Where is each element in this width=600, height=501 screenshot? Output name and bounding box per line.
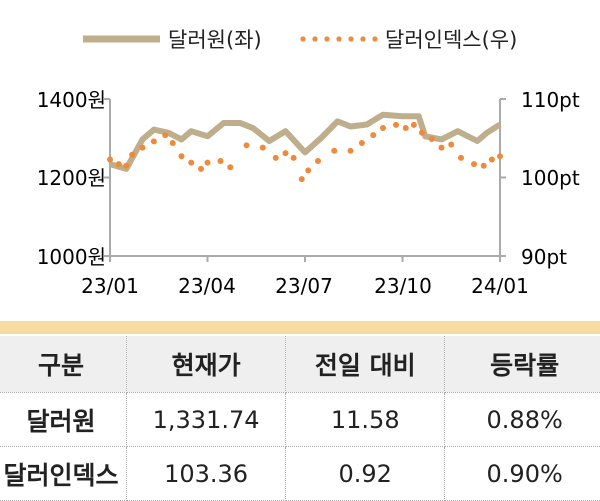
cell: 0.88%: [444, 392, 600, 447]
series-index-point: [198, 165, 204, 172]
series-index-point: [169, 139, 176, 146]
legend-dot: [348, 36, 354, 42]
legend-dot: [372, 36, 378, 42]
series-index-point: [282, 150, 289, 157]
series-index-point: [393, 121, 399, 128]
legend: 달러원(좌) 달러인덱스(우): [83, 28, 517, 52]
series-index-point: [290, 154, 297, 161]
cell: 0.90%: [444, 446, 600, 501]
cell: 103.36: [126, 446, 287, 501]
legend-dot: [312, 36, 318, 42]
series-index-point: [488, 156, 495, 163]
y-left-tick: 1400원: [37, 88, 106, 112]
series-index-point: [358, 139, 365, 146]
series-index-point: [107, 156, 113, 163]
series-index-point: [243, 142, 250, 149]
series-index-point: [331, 147, 338, 154]
series-index-point: [347, 147, 354, 154]
series-index-point: [129, 151, 136, 158]
series-index-point: [315, 158, 321, 165]
row-label: 달러원: [0, 392, 127, 447]
y-right-tick: 110pt: [521, 88, 580, 112]
series-won-line: [109, 111, 502, 172]
series-index-point: [115, 161, 122, 168]
row-label: 달러인덱스: [0, 446, 127, 501]
header-cell: 현재가: [126, 336, 287, 393]
legend-won-label: 달러원(좌): [168, 28, 262, 52]
y-right-tick: 90pt: [521, 245, 567, 269]
legend-index-swatch: [300, 36, 378, 42]
series-index-point: [139, 144, 146, 151]
x-tick: 23/01: [81, 274, 139, 298]
x-tick: 23/07: [275, 274, 333, 298]
series-index-point: [410, 121, 417, 128]
series-index-point: [272, 154, 279, 161]
y-right-tick: 100pt: [521, 166, 580, 190]
header-cell: 전일 대비: [285, 336, 446, 393]
series-index-point: [150, 138, 157, 145]
header-cell: 구분: [0, 336, 127, 393]
legend-index-label: 달러인덱스(우): [385, 28, 517, 52]
series-index-point: [402, 125, 409, 132]
cell: 11.58: [285, 392, 446, 447]
x-tick: 24/01: [471, 274, 529, 298]
header-cell: 등락률: [444, 336, 600, 393]
divider-band: [0, 321, 600, 334]
cell: 0.92: [285, 446, 446, 501]
legend-dot: [360, 36, 366, 42]
series-index-point: [123, 162, 130, 169]
series-index-point: [419, 129, 425, 136]
y-left-tick: 1000원: [37, 245, 106, 269]
table-row: 달러원 1,331.74 11.58 0.88%: [0, 392, 600, 447]
x-tick: 23/10: [374, 274, 432, 298]
y-left-tick: 1200원: [37, 166, 106, 190]
x-tick: 23/04: [178, 274, 236, 298]
legend-dot: [336, 36, 342, 42]
series-index-point: [428, 136, 435, 143]
fx-table: 구분 현재가 전일 대비 등락률 달러원 1,331.74 11.58 0.88…: [0, 336, 600, 501]
series-index-point: [162, 132, 169, 139]
series-index-point: [480, 162, 487, 169]
dollar-chart: 달러원(좌) 달러인덱스(우) 1400원 1200원 1000원 110pt …: [37, 28, 580, 298]
series-index-point: [458, 154, 464, 161]
series-index-point: [497, 153, 503, 160]
table-row: 달러인덱스 103.36 0.92 0.90%: [0, 446, 600, 501]
table-header: 구분 현재가 전일 대비 등락률: [0, 336, 600, 393]
series-index-point: [370, 132, 377, 139]
series-index-point: [178, 153, 185, 160]
series-index-point: [204, 159, 211, 166]
series-index-point: [217, 158, 224, 165]
legend-dot: [300, 36, 306, 42]
series-index-point: [305, 167, 312, 174]
series-index-point: [298, 176, 305, 183]
series-index-point: [188, 159, 195, 166]
series-index-point: [471, 161, 477, 168]
series-index-point: [448, 141, 455, 148]
legend-dot: [324, 36, 330, 42]
series-index-point: [380, 125, 386, 132]
series-index-point: [259, 144, 266, 151]
cell: 1,331.74: [126, 392, 287, 447]
series-index-point: [227, 164, 234, 171]
series-index-point: [438, 144, 445, 151]
